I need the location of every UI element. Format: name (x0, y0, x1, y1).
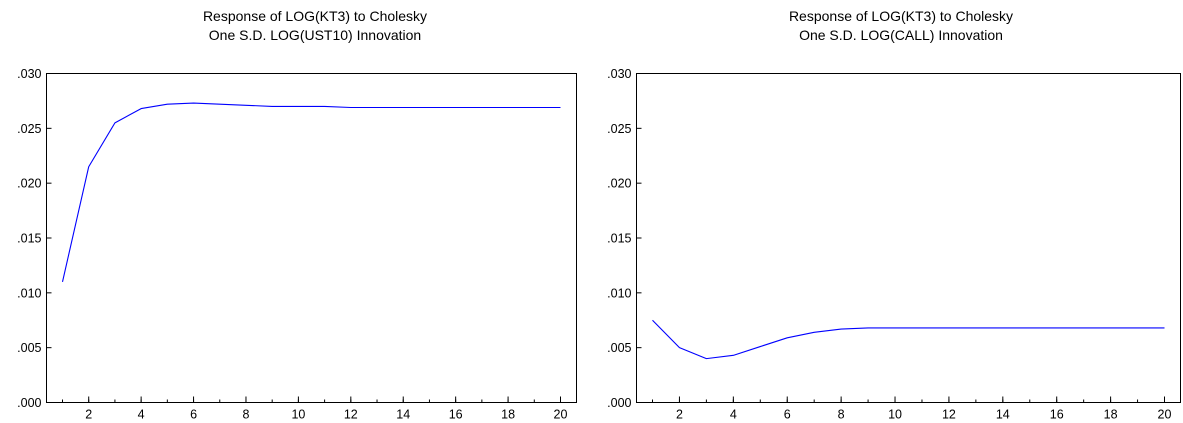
y-tick-label: .025 (17, 122, 41, 136)
y-tick-label: .000 (17, 396, 41, 410)
y-tick-label: .015 (607, 232, 631, 246)
y-axis: .000 .005 .010 .015 .020 .025 .030 (607, 67, 642, 410)
y-tick-label: .025 (607, 122, 631, 136)
y-tick-label: .015 (17, 232, 41, 246)
chart-ust10-response: Response of LOG(KT3) to Cholesky One S.D… (17, 8, 577, 422)
chart-subtitle: One S.D. LOG(UST10) Innovation (209, 27, 421, 43)
x-tick-label: 2 (85, 408, 92, 422)
x-tick-label: 2 (676, 408, 683, 422)
series-group (652, 319, 1165, 360)
series-line (61, 102, 561, 282)
x-tick-label: 14 (996, 408, 1010, 422)
x-axis: 2 4 6 8 10 12 14 16 18 20 (652, 396, 1172, 422)
y-tick-label: .020 (17, 177, 41, 191)
y-tick-label: .010 (607, 286, 631, 300)
x-tick-label: 16 (1050, 408, 1064, 422)
x-tick-label: 12 (942, 408, 956, 422)
chart-title: Response of LOG(KT3) to Cholesky (789, 8, 1013, 24)
x-tick-label: 10 (888, 408, 902, 422)
x-tick-label: 20 (1158, 408, 1172, 422)
x-tick-label: 8 (838, 408, 845, 422)
chart-call-response: Response of LOG(KT3) to Cholesky One S.D… (607, 8, 1181, 422)
chart-title: Response of LOG(KT3) to Cholesky (203, 8, 427, 24)
x-tick-label: 6 (190, 408, 197, 422)
x-tick-label: 6 (784, 408, 791, 422)
chart-subtitle: One S.D. LOG(CALL) Innovation (799, 27, 1003, 43)
y-tick-label: .020 (607, 177, 631, 191)
y-axis: .000 .005 .010 .015 .020 .025 .030 (17, 67, 52, 410)
x-tick-label: 14 (396, 408, 410, 422)
x-tick-label: 10 (291, 408, 305, 422)
y-tick-label: .030 (607, 67, 631, 81)
plot-area-frame (636, 73, 1181, 403)
y-tick-label: .000 (607, 396, 631, 410)
x-tick-label: 18 (1104, 408, 1118, 422)
x-tick-label: 4 (730, 408, 737, 422)
series-group (61, 102, 561, 282)
y-tick-label: .005 (607, 341, 631, 355)
x-tick-label: 8 (242, 408, 249, 422)
x-axis: 2 4 6 8 10 12 14 16 18 20 (62, 396, 568, 422)
x-tick-label: 20 (554, 408, 568, 422)
plot-area-frame (46, 73, 577, 403)
x-tick-label: 12 (344, 408, 358, 422)
y-tick-label: .010 (17, 286, 41, 300)
y-tick-label: .030 (17, 67, 41, 81)
y-tick-label: .005 (17, 341, 41, 355)
x-tick-label: 16 (449, 408, 463, 422)
x-tick-label: 18 (501, 408, 515, 422)
series-line (652, 319, 1165, 360)
x-tick-label: 4 (138, 408, 145, 422)
